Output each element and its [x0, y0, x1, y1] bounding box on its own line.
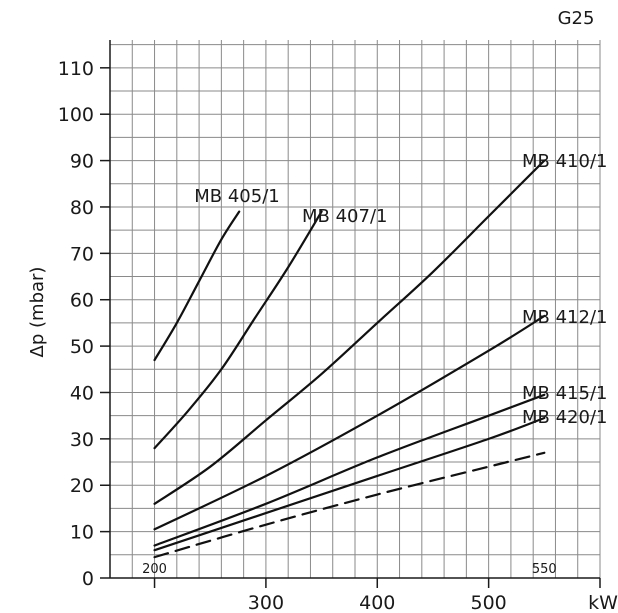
y-tick-label: 110: [58, 58, 94, 80]
y-tick-label: 10: [70, 522, 94, 544]
y-tick-label: 70: [70, 243, 94, 265]
y-tick-label: 40: [70, 382, 94, 404]
y-tick-label: 30: [70, 429, 94, 451]
series-lines: [153, 159, 546, 559]
y-tick-label: 20: [70, 475, 94, 497]
axis-ticks: [100, 40, 601, 588]
series-label: MB 420/1: [522, 407, 607, 428]
y-tick-label: 50: [70, 336, 94, 358]
series-label: MB 415/1: [522, 383, 607, 404]
series-labels: MB 405/1 MB 407/1 MB 410/1 MB 412/1 MB 415/1…: [194, 151, 607, 428]
series-label: MB 407/1: [302, 206, 387, 227]
y-tick-label: 100: [58, 104, 94, 126]
x-edge-label: 550: [532, 562, 557, 577]
y-tick-label: 60: [70, 290, 94, 312]
x-tick-label: 300: [248, 592, 284, 613]
series-label: MB 412/1: [522, 307, 607, 328]
y-tick-label: 80: [70, 197, 94, 219]
x-edge-label: 200: [142, 562, 167, 577]
series-label: MB 410/1: [522, 151, 607, 172]
y-tick-label: 90: [70, 151, 94, 173]
series-line-dashed: [153, 451, 546, 559]
series-line-mb-420-1: [153, 416, 546, 552]
y-axis-title: Δp (mbar): [27, 267, 48, 358]
series-line-mb-410-1: [153, 159, 546, 505]
series-label: MB 405/1: [194, 186, 279, 207]
series-line-mb-407-1: [153, 210, 323, 450]
x-tick-label: 500: [471, 592, 507, 613]
chart-title: G25: [558, 8, 595, 29]
x-tick-label: 400: [359, 592, 395, 613]
series-line-mb-415-1: [153, 393, 546, 547]
y-tick-label: 0: [82, 568, 94, 590]
x-axis-title: kW: [588, 592, 618, 613]
series-line-mb-412-1: [153, 314, 546, 531]
tick-labels: 0 10 20 30 40 50 60 70 80 90 100 110 300 400 500 200 550: [58, 58, 557, 613]
series-line-mb-405-1: [153, 210, 241, 362]
